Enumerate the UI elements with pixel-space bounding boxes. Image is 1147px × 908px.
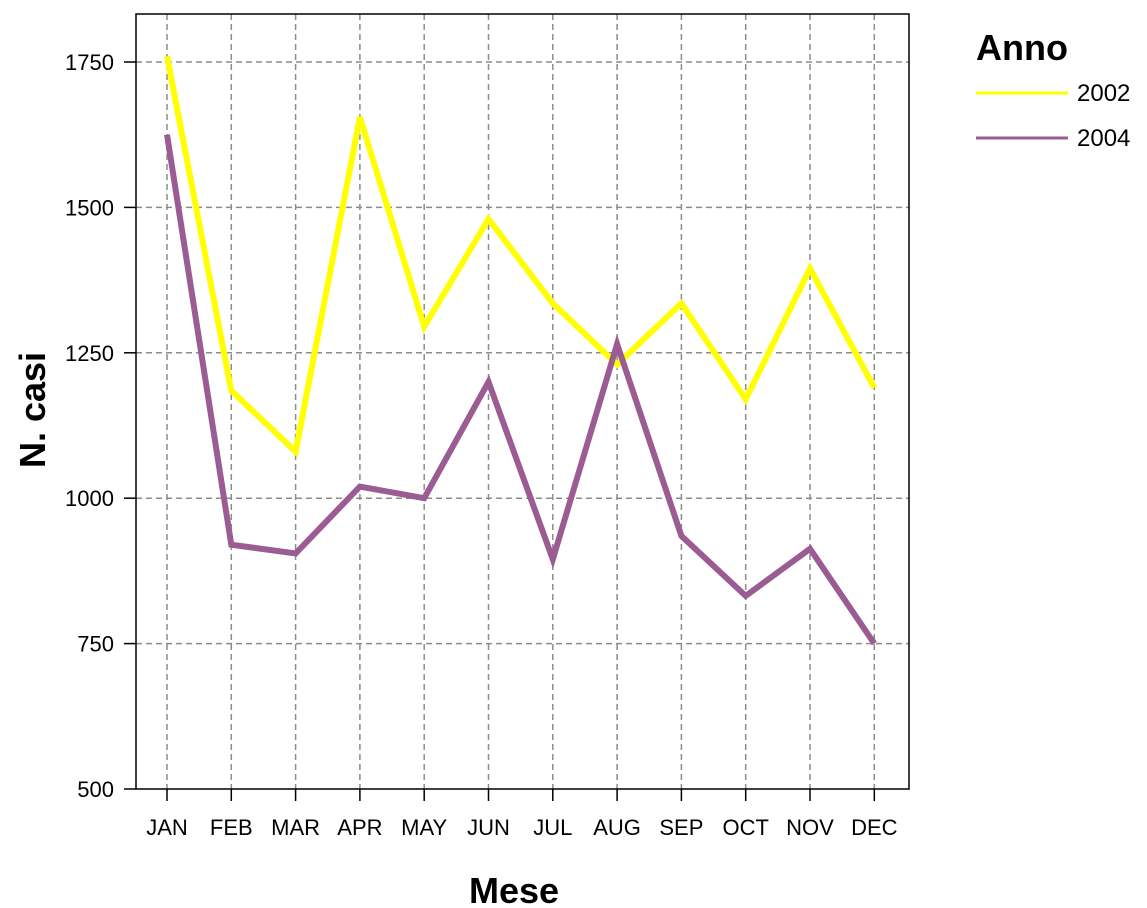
grid-lines: [136, 14, 909, 789]
y-axis-title: N. casi: [12, 352, 53, 468]
x-tick-label: SEP: [659, 815, 703, 840]
x-tick-label: NOV: [786, 815, 834, 840]
y-tick-label: 750: [77, 632, 114, 657]
x-tick-label: JAN: [146, 815, 188, 840]
x-tick-label: AUG: [593, 815, 641, 840]
y-tick-label: 1000: [65, 486, 114, 511]
x-tick-label: MAY: [401, 815, 447, 840]
y-tick-label: 1750: [65, 50, 114, 75]
series-line-2002: [164, 55, 877, 458]
x-tick-label: FEB: [210, 815, 253, 840]
y-tick-label: 1250: [65, 341, 114, 366]
plot-area-frame: [135, 13, 910, 790]
x-tick-label: JUL: [533, 815, 572, 840]
y-tick-label: 1500: [65, 195, 114, 220]
x-tick-label: APR: [337, 815, 382, 840]
series-line-2004: [164, 134, 877, 646]
legend-label-2002: 2002: [1077, 80, 1130, 107]
legend: Anno 2002 2004: [976, 27, 1130, 152]
x-tick-label: MAR: [271, 815, 320, 840]
series-lines: [164, 55, 877, 646]
x-tick-label: DEC: [851, 815, 898, 840]
x-axis-title: Mese: [469, 870, 559, 908]
x-tick-label: JUN: [467, 815, 510, 840]
axes: 500 750 1000 1250 1500 1750 JAN FEB MAR APR MAY JUN…: [65, 50, 898, 840]
x-tick-label: OCT: [722, 815, 768, 840]
legend-label-2004: 2004: [1077, 125, 1130, 152]
legend-title: Anno: [976, 27, 1068, 68]
y-tick-label: 500: [77, 777, 114, 802]
